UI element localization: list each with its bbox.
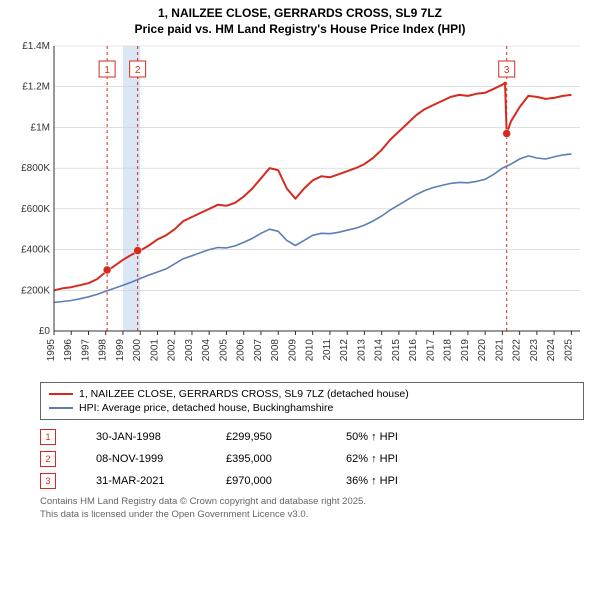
svg-text:1999: 1999 — [115, 339, 126, 362]
svg-text:2006: 2006 — [236, 339, 247, 362]
sale-price: £970,000 — [226, 475, 346, 487]
svg-text:£600K: £600K — [21, 204, 50, 215]
sale-marker-box: 3 — [40, 473, 56, 489]
svg-text:2022: 2022 — [512, 339, 523, 362]
svg-text:2016: 2016 — [408, 339, 419, 362]
svg-text:2024: 2024 — [546, 339, 557, 362]
legend-row: HPI: Average price, detached house, Buck… — [49, 401, 575, 415]
sale-date: 30-JAN-1998 — [96, 431, 226, 443]
footer-line-2: This data is licensed under the Open Gov… — [40, 509, 584, 521]
footer-line-1: Contains HM Land Registry data © Crown c… — [40, 496, 584, 508]
sale-price: £299,950 — [226, 431, 346, 443]
svg-text:£800K: £800K — [21, 163, 50, 174]
svg-text:2017: 2017 — [425, 339, 436, 362]
svg-text:2011: 2011 — [322, 339, 333, 361]
svg-text:2000: 2000 — [132, 339, 143, 362]
sale-price: £395,000 — [226, 453, 346, 465]
svg-text:2023: 2023 — [529, 339, 540, 362]
svg-text:£1.4M: £1.4M — [22, 41, 50, 52]
svg-text:2013: 2013 — [356, 339, 367, 362]
svg-text:2005: 2005 — [218, 339, 229, 362]
sales-table: 1 30-JAN-1998£299,95050% ↑ HPI 2 08-NOV-199… — [40, 426, 584, 492]
svg-text:2025: 2025 — [563, 339, 574, 362]
sale-date: 31-MAR-2021 — [96, 475, 226, 487]
svg-text:2021: 2021 — [494, 339, 505, 362]
chart-container: 1, NAILZEE CLOSE, GERRARDS CROSS, SL9 7L… — [0, 0, 600, 590]
svg-text:2018: 2018 — [443, 339, 454, 362]
chart-title: 1, NAILZEE CLOSE, GERRARDS CROSS, SL9 7L… — [0, 0, 600, 37]
sales-row: 3 31-MAR-2021£970,00036% ↑ HPI — [40, 470, 584, 492]
svg-text:2002: 2002 — [167, 339, 178, 362]
svg-text:2: 2 — [135, 65, 141, 76]
legend-swatch — [49, 407, 73, 409]
svg-text:2007: 2007 — [253, 339, 264, 362]
svg-text:1997: 1997 — [80, 339, 91, 362]
sales-row: 2 08-NOV-1999£395,00062% ↑ HPI — [40, 448, 584, 470]
svg-text:2014: 2014 — [374, 339, 385, 362]
svg-text:£0: £0 — [39, 326, 51, 337]
sale-date: 08-NOV-1999 — [96, 453, 226, 465]
svg-text:2001: 2001 — [149, 339, 160, 362]
svg-text:£1M: £1M — [31, 123, 50, 134]
chart-area: £0 £200K £400K £600K £800K £1M £1.2M £1.4M 1 2 3 19… — [10, 41, 590, 376]
line-chart-svg: £0 £200K £400K £600K £800K £1M £1.2M £1.4M 1 2 3 19… — [10, 41, 590, 371]
sale-marker-box: 2 — [40, 451, 56, 467]
svg-text:£1.2M: £1.2M — [22, 82, 50, 93]
svg-text:2010: 2010 — [305, 339, 316, 362]
svg-text:2009: 2009 — [287, 339, 298, 362]
svg-text:2004: 2004 — [201, 339, 212, 362]
legend-row: 1, NAILZEE CLOSE, GERRARDS CROSS, SL9 7L… — [49, 387, 575, 401]
legend-swatch — [49, 393, 73, 395]
legend-label: 1, NAILZEE CLOSE, GERRARDS CROSS, SL9 7L… — [79, 388, 409, 400]
svg-text:1: 1 — [104, 65, 110, 76]
svg-text:3: 3 — [504, 65, 510, 76]
legend-label: HPI: Average price, detached house, Buck… — [79, 402, 333, 414]
svg-text:£200K: £200K — [21, 285, 50, 296]
svg-text:1996: 1996 — [63, 339, 74, 362]
svg-text:2015: 2015 — [391, 339, 402, 362]
legend-box: 1, NAILZEE CLOSE, GERRARDS CROSS, SL9 7L… — [40, 382, 584, 420]
title-line-1: 1, NAILZEE CLOSE, GERRARDS CROSS, SL9 7L… — [0, 6, 600, 22]
svg-text:1998: 1998 — [98, 339, 109, 362]
sale-marker-box: 1 — [40, 429, 56, 445]
svg-text:2020: 2020 — [477, 339, 488, 362]
svg-text:2008: 2008 — [270, 339, 281, 362]
svg-text:2012: 2012 — [339, 339, 350, 362]
footer-attribution: Contains HM Land Registry data © Crown c… — [40, 496, 584, 521]
svg-text:1995: 1995 — [46, 339, 57, 362]
sale-hpi: 50% ↑ HPI — [346, 431, 398, 443]
svg-text:£400K: £400K — [21, 245, 50, 256]
title-line-2: Price paid vs. HM Land Registry's House … — [0, 22, 600, 38]
sales-row: 1 30-JAN-1998£299,95050% ↑ HPI — [40, 426, 584, 448]
sale-hpi: 62% ↑ HPI — [346, 453, 398, 465]
svg-text:2003: 2003 — [184, 339, 195, 362]
svg-text:2019: 2019 — [460, 339, 471, 362]
sale-hpi: 36% ↑ HPI — [346, 475, 398, 487]
